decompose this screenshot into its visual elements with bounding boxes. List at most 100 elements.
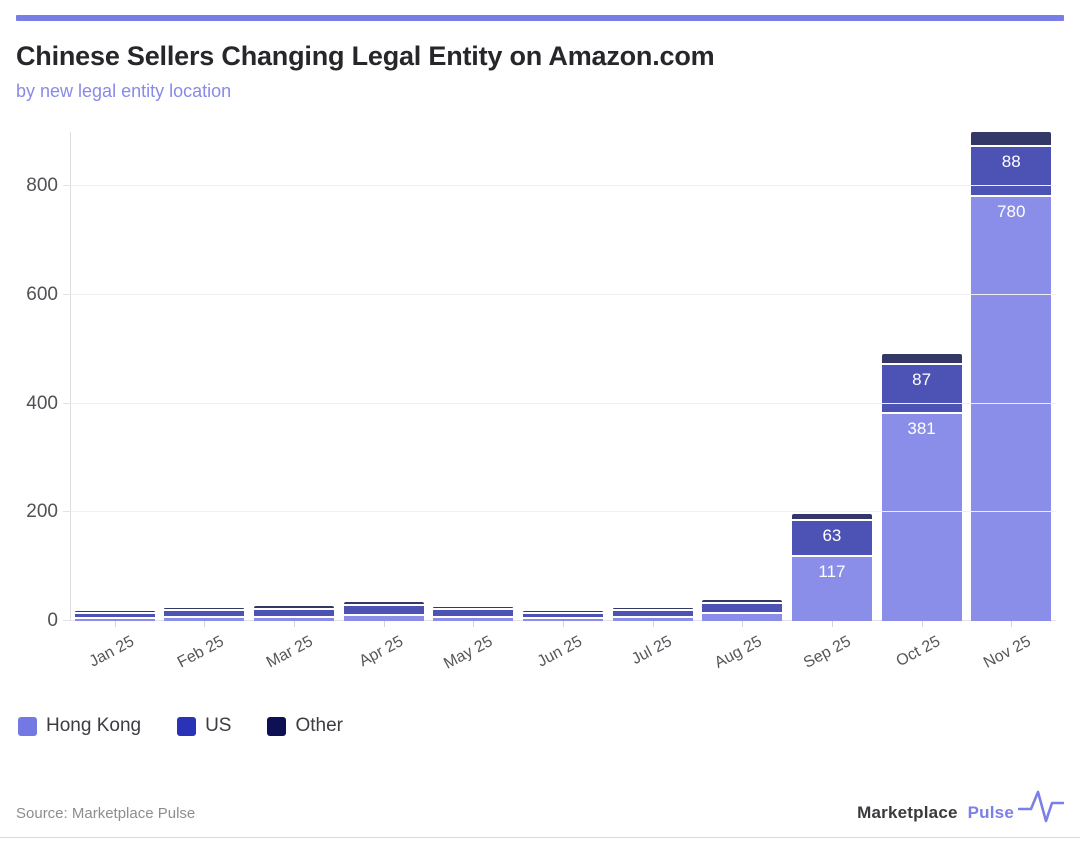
stacked-bar-may-25 — [433, 607, 514, 621]
chart-footer: Source: Marketplace Pulse Marketplace Pu… — [16, 790, 1064, 826]
bar-segment-us — [612, 611, 693, 617]
x-tick-label: May 25 — [441, 633, 496, 673]
bar-segment-other — [971, 132, 1052, 146]
x-label-cell: Jan 25 — [70, 621, 160, 691]
stacked-bar-oct-25: 381 87 — [881, 354, 962, 621]
gridline — [70, 402, 1056, 404]
y-tick-mark — [63, 620, 70, 621]
legend-label: US — [205, 715, 232, 736]
top-accent-bar — [16, 15, 1064, 21]
bar-slot — [518, 132, 608, 627]
x-tick-mark — [383, 621, 385, 627]
logo-word-marketplace: Marketplace — [857, 803, 958, 822]
y-tick-label: 200 — [26, 501, 58, 523]
source-credit: Source: Marketplace Pulse — [16, 804, 196, 822]
x-tick-label: Apr 25 — [356, 633, 406, 671]
x-label-cell: Jun 25 — [518, 621, 608, 691]
x-label-cell: Oct 25 — [877, 621, 967, 691]
legend-item-us: US — [177, 715, 231, 737]
x-tick-mark — [831, 621, 833, 627]
bar-segment-hong-kong: 381 — [881, 414, 962, 621]
x-label-cell: Nov 25 — [966, 621, 1056, 691]
bar-segment-other — [612, 608, 693, 610]
x-label-cell: Sep 25 — [787, 621, 877, 691]
x-tick-label: Sep 25 — [801, 633, 854, 672]
chart-page: Chinese Sellers Changing Legal Entity on… — [0, 15, 1080, 854]
stacked-bar-jan-25 — [74, 610, 155, 621]
bar-segment-us — [164, 611, 245, 617]
gridline — [70, 294, 1056, 295]
x-label-cell: Feb 25 — [160, 621, 250, 691]
bar-slot — [697, 132, 787, 627]
x-tick-label: Jun 25 — [534, 633, 586, 671]
bottom-divider — [0, 837, 1080, 838]
bar-segment-other — [433, 607, 514, 609]
bar-value-label: 88 — [1001, 152, 1021, 172]
y-tick-mark — [63, 402, 70, 404]
gridline — [70, 511, 1056, 513]
bar-segment-other — [881, 354, 962, 363]
bar-slot — [608, 132, 698, 627]
legend-label: Hong Kong — [46, 715, 142, 736]
bar-segment-us — [343, 605, 424, 614]
x-tick-mark — [1011, 621, 1013, 627]
bar-segment-us — [254, 609, 335, 616]
bar-value-label: 117 — [818, 562, 846, 582]
bar-segment-other — [702, 600, 783, 602]
y-axis-line — [70, 132, 71, 621]
y-tick-label: 400 — [26, 392, 58, 414]
marketplace-pulse-logo: Marketplace Pulse — [857, 790, 1064, 826]
bar-segment-hong-kong — [74, 618, 155, 621]
y-tick-label: 800 — [26, 175, 58, 197]
bar-slot — [70, 132, 160, 627]
stacked-bar-nov-25: 780 88 — [971, 132, 1052, 621]
legend-swatch — [177, 716, 197, 736]
x-tick-label: Aug 25 — [711, 633, 765, 672]
stacked-bar-jun-25 — [523, 611, 604, 621]
x-label-cell: Mar 25 — [249, 621, 339, 691]
y-tick-mark — [63, 511, 70, 513]
bar-slot: 780 88 — [966, 132, 1056, 627]
x-tick-mark — [473, 621, 475, 627]
x-tick-mark — [563, 621, 565, 627]
bar-segment-us — [74, 613, 155, 617]
bar-segment-hong-kong: 780 — [971, 197, 1052, 621]
x-tick-mark — [294, 621, 296, 627]
x-tick-mark — [652, 621, 654, 627]
x-label-cell: Aug 25 — [697, 621, 787, 691]
bar-segment-hong-kong — [254, 617, 335, 621]
bar-segment-hong-kong — [433, 618, 514, 621]
x-tick-label: Oct 25 — [893, 633, 944, 671]
x-tick-label: Nov 25 — [980, 633, 1034, 672]
legend-label: Other — [295, 715, 344, 736]
bar-segment-other — [74, 610, 155, 612]
stacked-bar-jul-25 — [612, 608, 693, 621]
legend-item-other: Other — [267, 715, 343, 737]
x-tick-label: Jan 25 — [86, 633, 137, 671]
x-label-cell: Apr 25 — [339, 621, 429, 691]
bar-slot: 117 63 — [787, 132, 877, 627]
bar-segment-us — [702, 603, 783, 613]
bar-segment-hong-kong — [523, 618, 604, 621]
bar-slot — [249, 132, 339, 627]
y-tick-label: 600 — [26, 284, 58, 305]
gridline — [70, 185, 1056, 187]
legend-item-hong-kong: Hong Kong — [18, 715, 141, 737]
bar-segment-us: 88 — [971, 147, 1052, 196]
x-tick-mark — [114, 621, 116, 627]
bar-value-label: 780 — [997, 202, 1026, 222]
bar-slot — [429, 132, 519, 627]
x-tick-mark — [921, 621, 923, 627]
bar-segment-other — [254, 606, 335, 608]
x-tick-mark — [742, 621, 744, 627]
bar-segment-other — [343, 601, 424, 604]
bar-segment-hong-kong — [702, 614, 783, 621]
x-tick-label: Mar 25 — [264, 633, 317, 672]
x-axis-labels: Jan 25 Feb 25 Mar 25 Apr 25 May 25 Jun 25 Jul … — [70, 621, 1056, 691]
page-title: Chinese Sellers Changing Legal Entity on… — [16, 41, 715, 71]
stacked-bar-sep-25: 117 63 — [791, 514, 872, 621]
bar-segment-us — [433, 610, 514, 617]
bar-segment-hong-kong: 117 — [791, 557, 872, 621]
stacked-bar-feb-25 — [164, 608, 245, 621]
chart-legend: Hong Kong US Other — [16, 715, 1064, 737]
